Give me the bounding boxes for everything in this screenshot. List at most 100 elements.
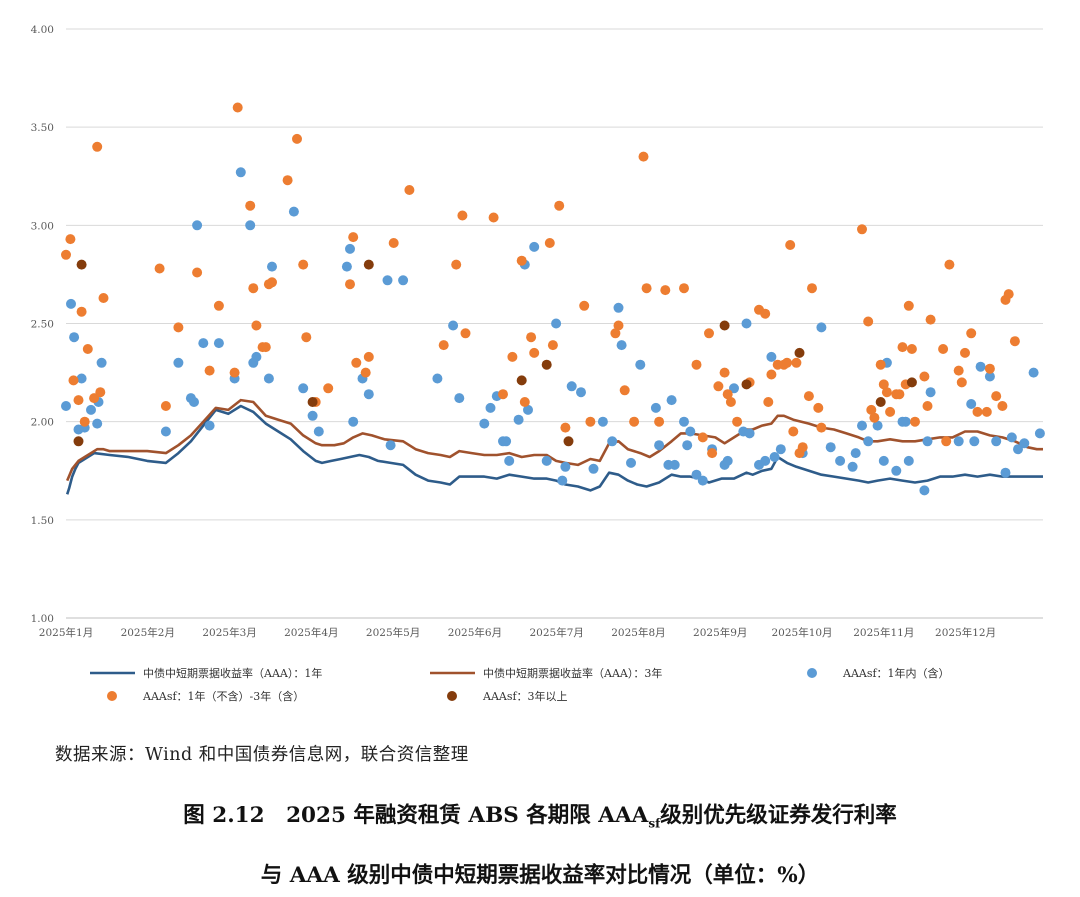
data-point-s3-111 <box>944 259 955 270</box>
data-point-s2-82 <box>766 351 777 362</box>
data-point-s3-73 <box>732 416 743 427</box>
data-point-s2-20 <box>245 220 256 231</box>
data-point-s2-33 <box>363 389 374 400</box>
data-point-s4-5 <box>541 359 552 370</box>
data-point-s2-79 <box>744 428 755 439</box>
data-point-s2-60 <box>616 340 627 351</box>
data-point-s3-43 <box>488 212 499 223</box>
data-point-s2-25 <box>288 206 299 217</box>
data-point-s2-29 <box>341 261 352 272</box>
data-point-s3-108 <box>925 314 936 325</box>
data-point-s3-11 <box>154 263 165 274</box>
data-point-s2-81 <box>760 455 771 466</box>
data-point-s3-104 <box>906 344 917 354</box>
x-tick-label-3: 2025年4月 <box>284 626 338 639</box>
data-point-s4-3 <box>363 259 374 270</box>
data-point-s2-16 <box>204 420 215 431</box>
x-tick-label-10: 2025年11月 <box>853 626 914 639</box>
data-point-s3-20 <box>248 283 259 294</box>
caption-line1-pre: 图 2.12 2025 年融资租赁 ABS 各期限 AAA <box>183 803 649 828</box>
data-point-s3-57 <box>613 320 624 331</box>
data-point-s3-56 <box>610 328 621 339</box>
data-point-s3-119 <box>991 391 1002 402</box>
data-point-s3-9 <box>95 387 106 398</box>
data-point-s3-105 <box>910 416 920 427</box>
data-point-s3-28 <box>298 259 309 270</box>
data-point-s3-62 <box>654 416 665 427</box>
data-point-s2-101 <box>922 436 933 447</box>
data-point-s2-53 <box>560 461 571 472</box>
data-point-s2-103 <box>953 436 964 447</box>
legend-swatch-3 <box>107 691 117 701</box>
data-point-s3-76 <box>760 308 771 319</box>
legend-label-3: AAAsf：1年（不含）-3年（含） <box>142 689 304 703</box>
data-point-s3-7 <box>89 393 100 404</box>
data-point-s2-59 <box>613 302 624 313</box>
data-point-s2-67 <box>669 459 680 470</box>
data-point-s2-94 <box>878 455 889 466</box>
data-point-s2-72 <box>697 475 708 486</box>
data-point-s3-25 <box>267 277 277 288</box>
y-tick-label-0: 1.00 <box>31 613 54 625</box>
data-point-s3-49 <box>529 347 540 358</box>
data-point-s2-108 <box>991 436 1002 447</box>
data-point-s2-109 <box>1000 467 1011 478</box>
data-point-s2-37 <box>432 373 443 384</box>
data-point-s3-36 <box>363 351 374 362</box>
x-tick-label-8: 2025年9月 <box>693 626 747 639</box>
data-point-s2-38 <box>448 320 459 331</box>
x-tick-label-0: 2025年1月 <box>39 626 93 639</box>
data-point-s2-96 <box>891 465 902 476</box>
data-point-s2-107 <box>984 371 995 382</box>
data-point-s2-70 <box>685 426 696 437</box>
data-point-s2-110 <box>1006 432 1017 443</box>
data-point-s3-88 <box>807 283 817 294</box>
data-point-s2-1 <box>66 298 76 309</box>
data-point-s3-8 <box>92 141 103 152</box>
data-point-s2-89 <box>847 461 858 472</box>
data-point-s2-98 <box>900 416 911 427</box>
data-point-s3-94 <box>869 412 880 423</box>
data-point-s2-49 <box>529 241 540 252</box>
data-point-s2-75 <box>722 455 733 466</box>
data-point-s3-66 <box>697 432 708 443</box>
gridlines <box>66 28 1043 619</box>
data-point-s3-18 <box>232 102 243 113</box>
x-axis: 2025年1月 2025年2月 2025年3月 2025年4月 2025年5月 2025年… <box>39 626 996 639</box>
data-point-s2-102 <box>925 387 936 398</box>
data-point-s2-84 <box>775 444 786 455</box>
data-point-s3-55 <box>585 416 596 427</box>
series-line-0 <box>65 404 1043 495</box>
data-point-s3-71 <box>722 389 733 400</box>
data-point-s3-82 <box>785 240 796 250</box>
data-point-s2-100 <box>919 485 930 496</box>
y-tick-label-2: 2.00 <box>31 417 54 429</box>
data-point-s3-14 <box>192 267 203 278</box>
data-point-s3-96 <box>878 379 889 390</box>
x-tick-label-9: 2025年10月 <box>771 626 832 639</box>
data-point-s3-101 <box>897 342 908 353</box>
legend-label-2: AAAsf：1年内（含） <box>842 666 950 680</box>
data-point-s2-113 <box>1028 367 1039 378</box>
data-point-s2-22 <box>251 351 262 362</box>
data-point-s2-71 <box>691 469 702 480</box>
legend-label-1: 中债中短期票据收益率（AAA）：3年 <box>483 666 662 680</box>
data-point-s3-123 <box>1009 336 1020 347</box>
legend: 中债中短期票据收益率（AAA）：1年 中债中短期票据收益率（AAA）：3年 AAAs… <box>90 666 950 703</box>
data-point-s2-54 <box>566 381 577 392</box>
data-point-s2-58 <box>607 436 618 447</box>
data-point-s2-34 <box>382 275 393 286</box>
data-point-s2-13 <box>189 397 199 407</box>
data-point-s3-3 <box>73 395 84 406</box>
data-point-s3-107 <box>922 401 933 411</box>
data-point-s2-41 <box>485 402 496 413</box>
data-point-s3-12 <box>160 401 171 411</box>
data-point-s2-2 <box>69 332 80 343</box>
figure-caption-line1: 图 2.12 2025 年融资租赁 ABS 各期限 AAAsf级别优先级证券发行… <box>0 798 1080 830</box>
data-point-s2-57 <box>597 416 608 427</box>
data-point-s3-60 <box>638 151 649 162</box>
data-point-s4-6 <box>563 436 574 447</box>
data-point-s3-58 <box>619 385 630 396</box>
data-point-s2-61 <box>626 457 636 468</box>
data-point-s3-35 <box>360 367 371 378</box>
